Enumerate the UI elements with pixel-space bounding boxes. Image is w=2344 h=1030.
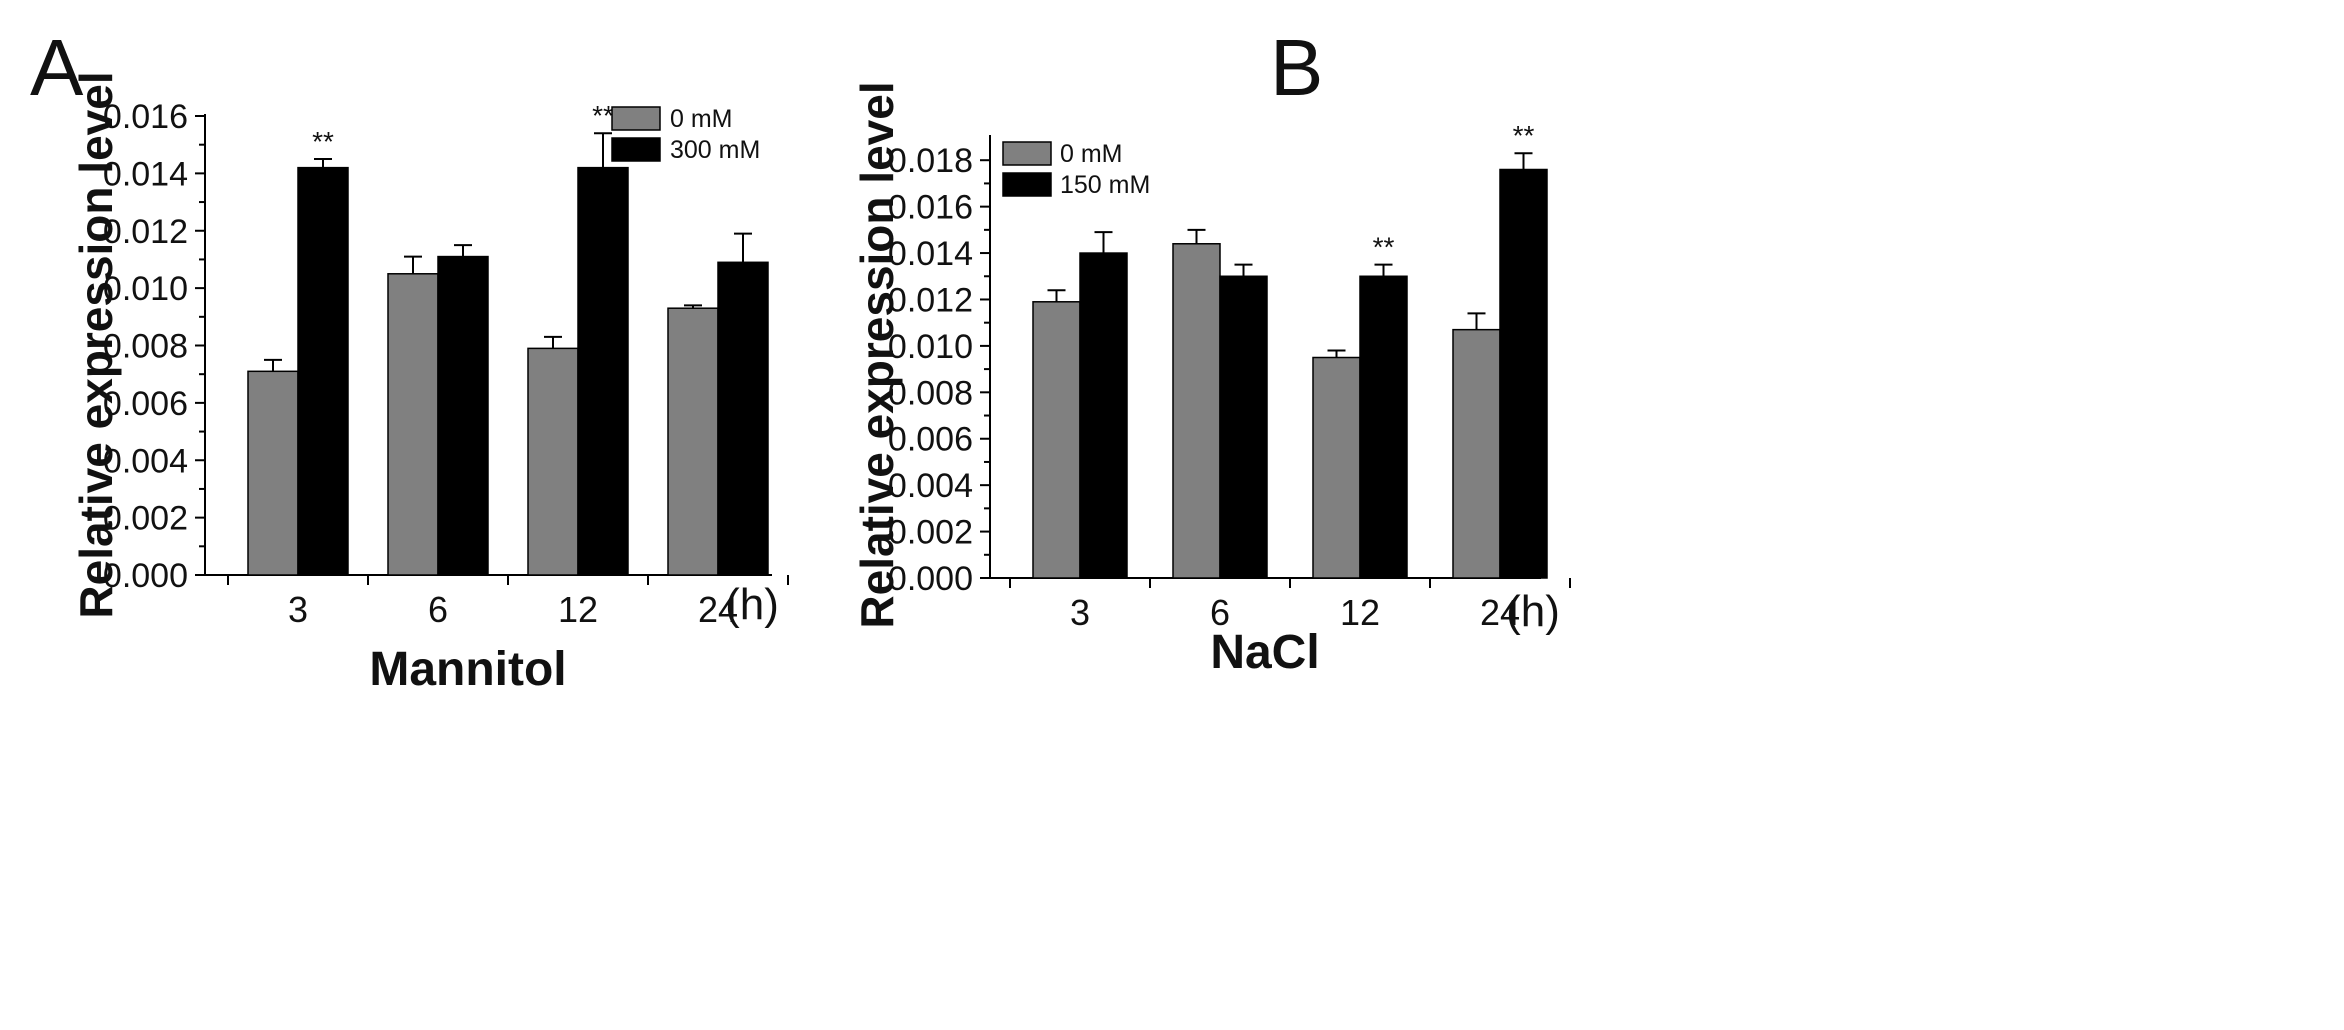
bar-treatment (297, 166, 349, 576)
legend-swatch (1002, 141, 1052, 166)
bar-control (1032, 301, 1081, 579)
x-tick-label: 12 (1340, 592, 1380, 633)
legend-label: 0 mM (1060, 140, 1123, 168)
y-axis-title: Relative expression level (851, 81, 903, 628)
x-tick-label: 6 (1210, 592, 1230, 633)
bar-control (387, 273, 439, 576)
x-axis-title: NaCl (1210, 626, 1319, 679)
y-tick-label: 0.000 (103, 557, 188, 595)
bar-treatment (1359, 275, 1408, 579)
y-tick-label: 0.002 (103, 500, 188, 538)
significance-marker: ** (312, 126, 334, 157)
y-tick-label: 0.008 (103, 328, 188, 366)
y-tick-label: 0.012 (888, 281, 973, 319)
bar-treatment (577, 166, 629, 576)
bar-control (247, 370, 299, 576)
x-tick-label: 24 (1480, 592, 1520, 633)
y-tick-label: 0.006 (888, 421, 973, 459)
significance-marker: ** (592, 100, 614, 131)
y-tick-label: 0.004 (103, 442, 188, 480)
bar-control (527, 347, 579, 576)
bar-control (667, 307, 719, 576)
y-tick-label: 0.018 (888, 142, 973, 180)
x-tick-label: 3 (1070, 592, 1090, 633)
x-axis-unit: (h) (725, 580, 779, 629)
x-tick-label: 24 (698, 589, 738, 630)
y-tick-label: 0.016 (103, 98, 188, 136)
y-tick-label: 0.014 (888, 235, 973, 273)
x-tick-label: 12 (558, 589, 598, 630)
y-tick-label: 0.008 (888, 374, 973, 412)
y-axis-title: Relative expression level (70, 71, 122, 618)
x-axis-unit: (h) (1506, 587, 1560, 636)
legend-swatch (1002, 172, 1052, 197)
y-tick-label: 0.016 (888, 189, 973, 227)
bar-control (1172, 243, 1221, 579)
x-tick-label: 3 (288, 589, 308, 630)
legend-label: 150 mM (1060, 171, 1150, 199)
bar-treatment (717, 261, 769, 576)
bar-treatment (1079, 252, 1128, 579)
y-tick-label: 0.002 (888, 514, 973, 552)
panel-a-letter: A (30, 23, 84, 112)
y-tick-label: 0.010 (103, 270, 188, 308)
bar-treatment (1499, 168, 1548, 579)
legend-swatch (611, 106, 661, 131)
y-tick-label: 0.014 (103, 155, 188, 193)
bar-control (1452, 328, 1501, 579)
x-axis-title: Mannitol (369, 643, 566, 696)
chart-mannitol: Relative expression level Mannitol (h) 0… (70, 71, 789, 696)
x-tick-label: 6 (428, 589, 448, 630)
legend-label: 300 mM (670, 136, 760, 164)
significance-marker: ** (1373, 232, 1395, 263)
legend-label: 0 mM (670, 105, 733, 133)
bar-treatment (1219, 275, 1268, 579)
chart-nacl: Relative expression level NaCl (h) 0.000… (851, 81, 1571, 679)
legend-swatch (611, 137, 661, 162)
y-tick-label: 0.012 (103, 213, 188, 251)
significance-marker: ** (1513, 120, 1535, 151)
y-tick-label: 0.010 (888, 328, 973, 366)
y-tick-label: 0.000 (888, 560, 973, 598)
bar-control (1312, 356, 1361, 579)
bar-treatment (437, 255, 489, 576)
panel-b-letter: B (1270, 23, 1323, 112)
y-tick-label: 0.004 (888, 467, 973, 505)
y-tick-label: 0.006 (103, 385, 188, 423)
